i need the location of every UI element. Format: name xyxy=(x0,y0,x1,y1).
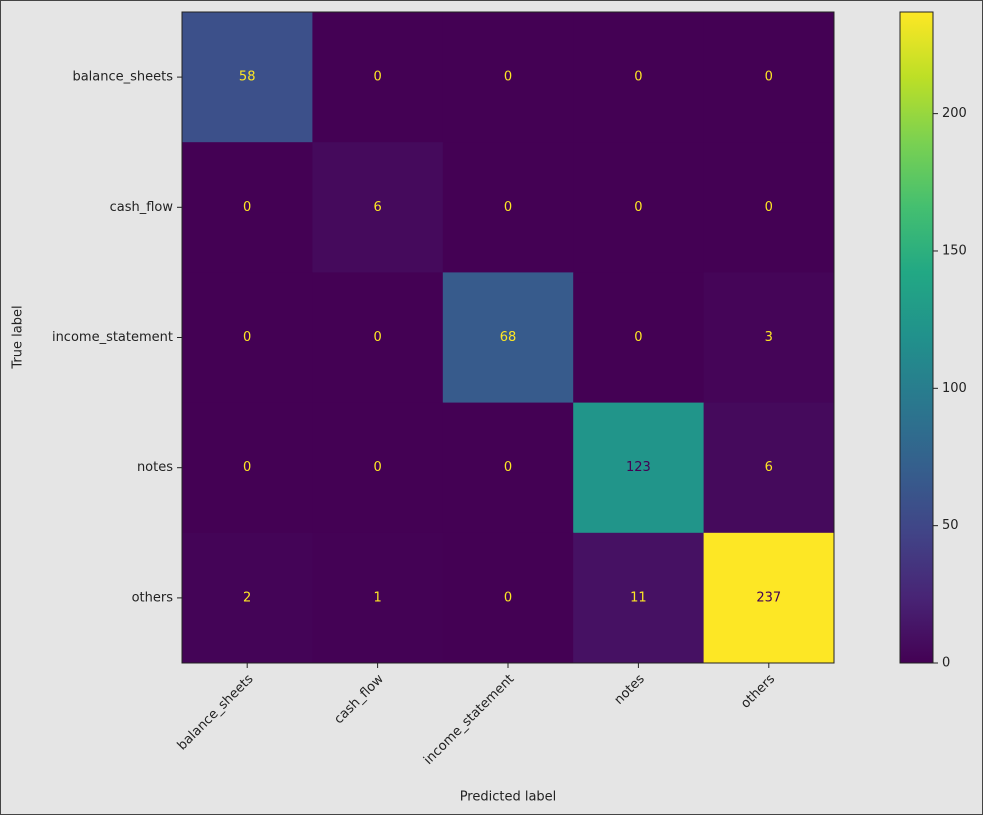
cell xyxy=(182,142,313,273)
cell xyxy=(182,12,313,143)
cell xyxy=(703,142,835,273)
cell-label: 0 xyxy=(504,460,512,475)
y-tick-label: notes xyxy=(137,460,173,475)
cell xyxy=(442,402,574,534)
cell-label: 11 xyxy=(630,590,647,605)
cell-label: 3 xyxy=(765,330,773,345)
cell xyxy=(573,12,705,143)
cell xyxy=(703,272,835,404)
cell xyxy=(312,12,444,143)
cell-label: 237 xyxy=(756,590,781,605)
cell xyxy=(573,532,705,664)
cell-label: 0 xyxy=(243,330,251,345)
cell-label: 0 xyxy=(765,200,773,215)
cell-label: 0 xyxy=(373,460,381,475)
cell xyxy=(442,532,574,664)
cell xyxy=(573,402,705,534)
y-tick-label: others xyxy=(132,590,174,605)
cell-label: 0 xyxy=(373,330,381,345)
cell-label: 0 xyxy=(765,70,773,85)
y-tick-label: balance_sheets xyxy=(72,70,173,85)
colorbar-tick-label: 150 xyxy=(942,243,967,258)
colorbar xyxy=(899,11,934,664)
colorbar-tick-label: 200 xyxy=(942,106,967,121)
cell-label: 0 xyxy=(504,70,512,85)
cell xyxy=(182,402,313,534)
cell xyxy=(703,532,835,664)
cell-label: 0 xyxy=(243,460,251,475)
cell xyxy=(442,272,574,404)
cell xyxy=(573,142,705,273)
cell-label: 6 xyxy=(765,460,773,475)
cell xyxy=(182,532,313,664)
cell xyxy=(703,402,835,534)
x-axis-label: Predicted label xyxy=(460,790,557,805)
cell xyxy=(703,12,835,143)
cell-label: 2 xyxy=(243,590,251,605)
colorbar-tick-label: 50 xyxy=(942,518,959,533)
cell xyxy=(182,272,313,404)
y-axis-label: True label xyxy=(11,305,26,369)
cell-label: 0 xyxy=(634,70,642,85)
cell xyxy=(573,272,705,404)
cell-label: 58 xyxy=(239,70,256,85)
cell-label: 0 xyxy=(504,590,512,605)
cell xyxy=(312,142,444,273)
cell-label: 6 xyxy=(373,200,381,215)
cell-label: 0 xyxy=(373,70,381,85)
cell-label: 123 xyxy=(626,460,651,475)
cell-label: 0 xyxy=(634,200,642,215)
y-tick-label: cash_flow xyxy=(110,200,174,215)
cell xyxy=(312,532,444,664)
cell-label: 0 xyxy=(504,200,512,215)
cell xyxy=(442,12,574,143)
cell-label: 0 xyxy=(634,330,642,345)
cell xyxy=(442,142,574,273)
colorbar-tick-label: 0 xyxy=(942,656,950,671)
cell-label: 68 xyxy=(500,330,517,345)
colorbar-tick-label: 100 xyxy=(942,381,967,396)
cell xyxy=(312,272,444,404)
cell-label: 1 xyxy=(373,590,381,605)
cell xyxy=(312,402,444,534)
cell-label: 0 xyxy=(243,200,251,215)
y-tick-label: income_statement xyxy=(52,330,173,345)
